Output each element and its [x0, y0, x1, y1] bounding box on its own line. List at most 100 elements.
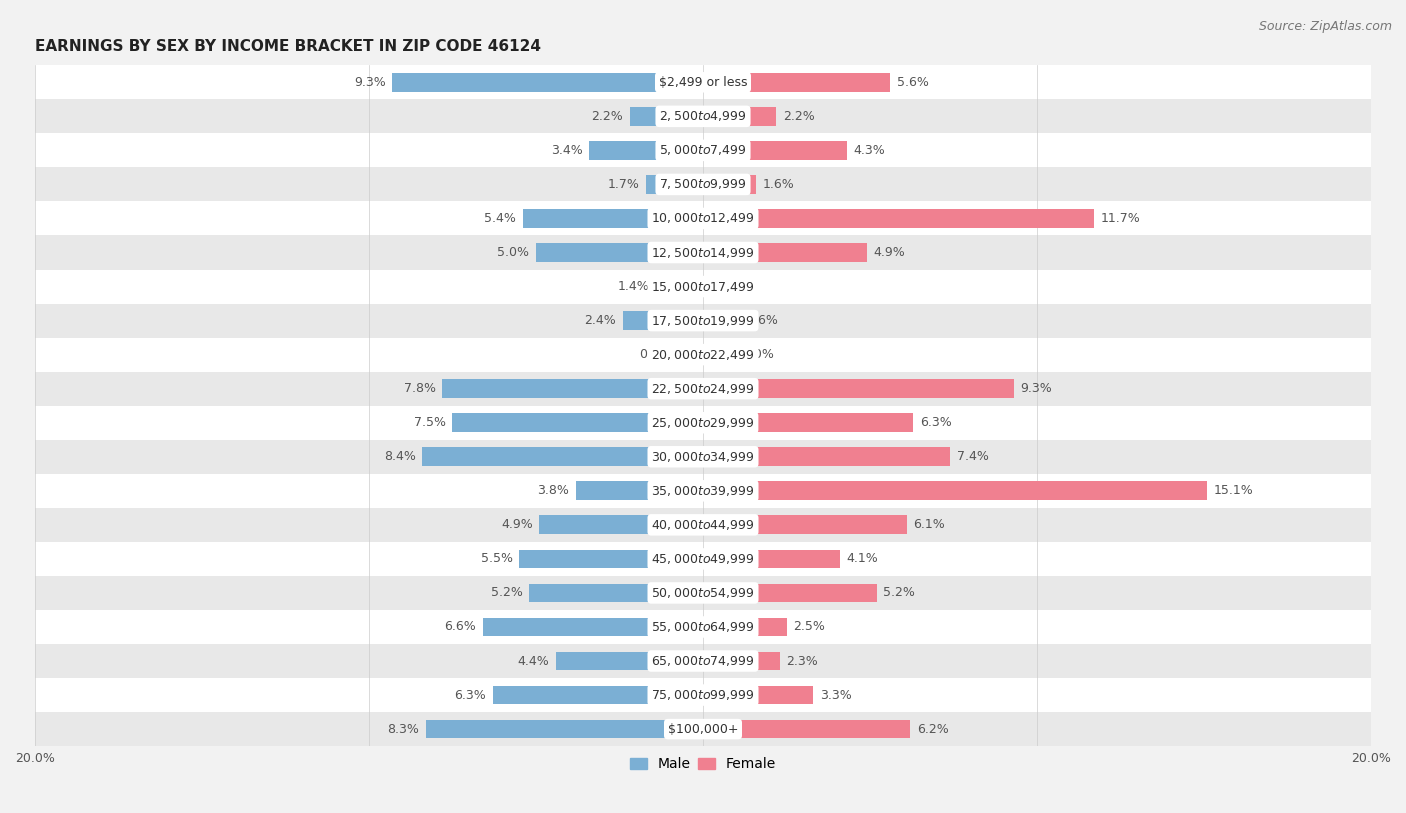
Text: $50,000 to $54,999: $50,000 to $54,999 — [651, 586, 755, 600]
Text: 3.4%: 3.4% — [551, 144, 582, 157]
Text: $20,000 to $22,499: $20,000 to $22,499 — [651, 348, 755, 362]
Bar — [703, 141, 846, 159]
Bar — [589, 141, 703, 159]
Text: 9.3%: 9.3% — [1021, 382, 1052, 395]
Bar — [35, 270, 1371, 303]
Text: 9.3%: 9.3% — [354, 76, 385, 89]
Bar — [703, 481, 1208, 500]
Bar — [703, 243, 866, 262]
Text: 0.86%: 0.86% — [738, 314, 779, 327]
Bar — [703, 720, 910, 738]
Text: 4.1%: 4.1% — [846, 552, 879, 565]
Bar — [703, 652, 780, 671]
Bar — [392, 73, 703, 92]
Text: 5.0%: 5.0% — [498, 246, 529, 259]
Text: 1.6%: 1.6% — [763, 178, 794, 191]
Text: $7,500 to $9,999: $7,500 to $9,999 — [659, 177, 747, 191]
Bar — [703, 447, 950, 466]
Text: $2,500 to $4,999: $2,500 to $4,999 — [659, 109, 747, 124]
Bar — [523, 209, 703, 228]
Bar — [35, 508, 1371, 542]
Bar — [703, 685, 813, 704]
Bar — [703, 515, 907, 534]
Bar — [35, 372, 1371, 406]
Text: 1.0%: 1.0% — [744, 348, 775, 361]
Bar — [453, 413, 703, 432]
Legend: Male, Female: Male, Female — [624, 751, 782, 776]
Text: 3.8%: 3.8% — [537, 485, 569, 498]
Text: 6.3%: 6.3% — [920, 416, 952, 429]
Bar — [35, 236, 1371, 270]
Text: 5.6%: 5.6% — [897, 76, 928, 89]
Text: $12,500 to $14,999: $12,500 to $14,999 — [651, 246, 755, 259]
Text: $2,499 or less: $2,499 or less — [659, 76, 747, 89]
Text: $17,500 to $19,999: $17,500 to $19,999 — [651, 314, 755, 328]
Bar — [703, 107, 776, 126]
Text: 8.3%: 8.3% — [387, 723, 419, 736]
Text: 4.9%: 4.9% — [873, 246, 905, 259]
Text: $45,000 to $49,999: $45,000 to $49,999 — [651, 552, 755, 566]
Bar — [35, 712, 1371, 746]
Bar — [703, 380, 1014, 398]
Bar — [35, 406, 1371, 440]
Bar — [703, 584, 877, 602]
Bar — [536, 243, 703, 262]
Text: 1.4%: 1.4% — [617, 280, 650, 293]
Text: $5,000 to $7,499: $5,000 to $7,499 — [659, 143, 747, 158]
Text: 4.9%: 4.9% — [501, 519, 533, 532]
Text: $75,000 to $99,999: $75,000 to $99,999 — [651, 688, 755, 702]
Text: 7.8%: 7.8% — [404, 382, 436, 395]
Bar — [35, 576, 1371, 610]
Text: $30,000 to $34,999: $30,000 to $34,999 — [651, 450, 755, 463]
Text: $25,000 to $29,999: $25,000 to $29,999 — [651, 415, 755, 430]
Text: 15.1%: 15.1% — [1213, 485, 1254, 498]
Bar — [35, 644, 1371, 678]
Text: 0.52%: 0.52% — [640, 348, 679, 361]
Bar — [35, 474, 1371, 508]
Text: $15,000 to $17,499: $15,000 to $17,499 — [651, 280, 755, 293]
Text: $22,500 to $24,999: $22,500 to $24,999 — [651, 381, 755, 396]
Text: 7.4%: 7.4% — [957, 450, 988, 463]
Bar — [35, 337, 1371, 372]
Bar — [492, 685, 703, 704]
Text: 4.3%: 4.3% — [853, 144, 884, 157]
Text: 5.2%: 5.2% — [883, 586, 915, 599]
Text: $100,000+: $100,000+ — [668, 723, 738, 736]
Bar — [35, 610, 1371, 644]
Bar — [703, 311, 731, 330]
Bar — [426, 720, 703, 738]
Bar — [519, 550, 703, 568]
Bar — [35, 133, 1371, 167]
Bar — [703, 209, 1094, 228]
Bar — [35, 303, 1371, 337]
Text: $65,000 to $74,999: $65,000 to $74,999 — [651, 654, 755, 668]
Text: 6.1%: 6.1% — [914, 519, 945, 532]
Bar — [35, 678, 1371, 712]
Text: $35,000 to $39,999: $35,000 to $39,999 — [651, 484, 755, 498]
Text: 2.4%: 2.4% — [585, 314, 616, 327]
Text: 5.2%: 5.2% — [491, 586, 523, 599]
Bar — [630, 107, 703, 126]
Bar — [703, 346, 737, 364]
Bar — [35, 167, 1371, 202]
Bar — [35, 542, 1371, 576]
Text: 5.5%: 5.5% — [481, 552, 513, 565]
Text: $10,000 to $12,499: $10,000 to $12,499 — [651, 211, 755, 225]
Bar — [443, 380, 703, 398]
Bar — [703, 618, 786, 637]
Text: 0.0%: 0.0% — [710, 280, 742, 293]
Text: 2.2%: 2.2% — [591, 110, 623, 123]
Text: 6.6%: 6.6% — [444, 620, 475, 633]
Bar — [35, 202, 1371, 236]
Bar — [576, 481, 703, 500]
Text: 8.4%: 8.4% — [384, 450, 416, 463]
Text: 11.7%: 11.7% — [1101, 212, 1140, 225]
Bar — [35, 440, 1371, 474]
Text: 2.2%: 2.2% — [783, 110, 815, 123]
Text: 1.7%: 1.7% — [607, 178, 640, 191]
Text: Source: ZipAtlas.com: Source: ZipAtlas.com — [1258, 20, 1392, 33]
Text: 5.4%: 5.4% — [484, 212, 516, 225]
Text: 2.3%: 2.3% — [786, 654, 818, 667]
Bar — [703, 550, 839, 568]
Text: EARNINGS BY SEX BY INCOME BRACKET IN ZIP CODE 46124: EARNINGS BY SEX BY INCOME BRACKET IN ZIP… — [35, 39, 541, 54]
